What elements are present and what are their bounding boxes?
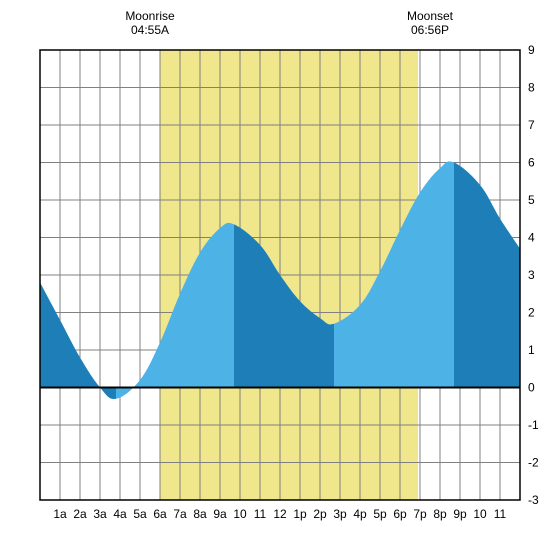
y-tick-label: 3	[528, 268, 535, 282]
y-tick-label: 2	[528, 306, 535, 320]
moonrise_time: 04:55A	[131, 23, 169, 37]
chart-svg: -3-2-101234567891a2a3a4a5a6a7a8a9a101112…	[0, 0, 550, 550]
x-tick-label: 9p	[453, 507, 467, 521]
x-tick-label: 9a	[213, 507, 227, 521]
x-tick-label: 8p	[433, 507, 447, 521]
x-tick-label: 3a	[93, 507, 107, 521]
moonset_time: 06:56P	[411, 23, 449, 37]
x-tick-label: 11	[254, 507, 267, 521]
y-tick-label: -1	[528, 418, 539, 432]
y-tick-label: 8	[528, 81, 535, 95]
y-tick-label: -2	[528, 456, 539, 470]
x-tick-label: 4a	[113, 507, 127, 521]
x-tick-label: 11	[494, 507, 507, 521]
x-tick-label: 2a	[73, 507, 87, 521]
y-tick-label: 7	[528, 118, 535, 132]
y-tick-label: 4	[528, 231, 535, 245]
x-tick-label: 10	[473, 507, 487, 521]
y-tick-label: 9	[528, 43, 535, 57]
x-tick-label: 6p	[393, 507, 407, 521]
moonrise_label: Moonrise	[125, 9, 175, 23]
x-tick-label: 6a	[153, 507, 167, 521]
x-tick-label: 10	[233, 507, 247, 521]
x-tick-label: 2p	[313, 507, 327, 521]
x-tick-label: 8a	[193, 507, 207, 521]
x-tick-label: 1a	[53, 507, 67, 521]
x-tick-label: 3p	[333, 507, 347, 521]
x-tick-label: 12	[273, 507, 287, 521]
x-tick-label: 7a	[173, 507, 187, 521]
moonset_label: Moonset	[407, 9, 454, 23]
x-tick-label: 7p	[413, 507, 427, 521]
x-tick-label: 1p	[293, 507, 307, 521]
x-tick-label: 5a	[133, 507, 147, 521]
y-tick-label: 5	[528, 193, 535, 207]
y-tick-label: 1	[528, 343, 535, 357]
y-tick-label: 0	[528, 381, 535, 395]
y-tick-label: 6	[528, 156, 535, 170]
x-tick-label: 4p	[353, 507, 367, 521]
tide-chart: -3-2-101234567891a2a3a4a5a6a7a8a9a101112…	[0, 0, 550, 550]
x-tick-label: 5p	[373, 507, 387, 521]
y-tick-label: -3	[528, 493, 539, 507]
